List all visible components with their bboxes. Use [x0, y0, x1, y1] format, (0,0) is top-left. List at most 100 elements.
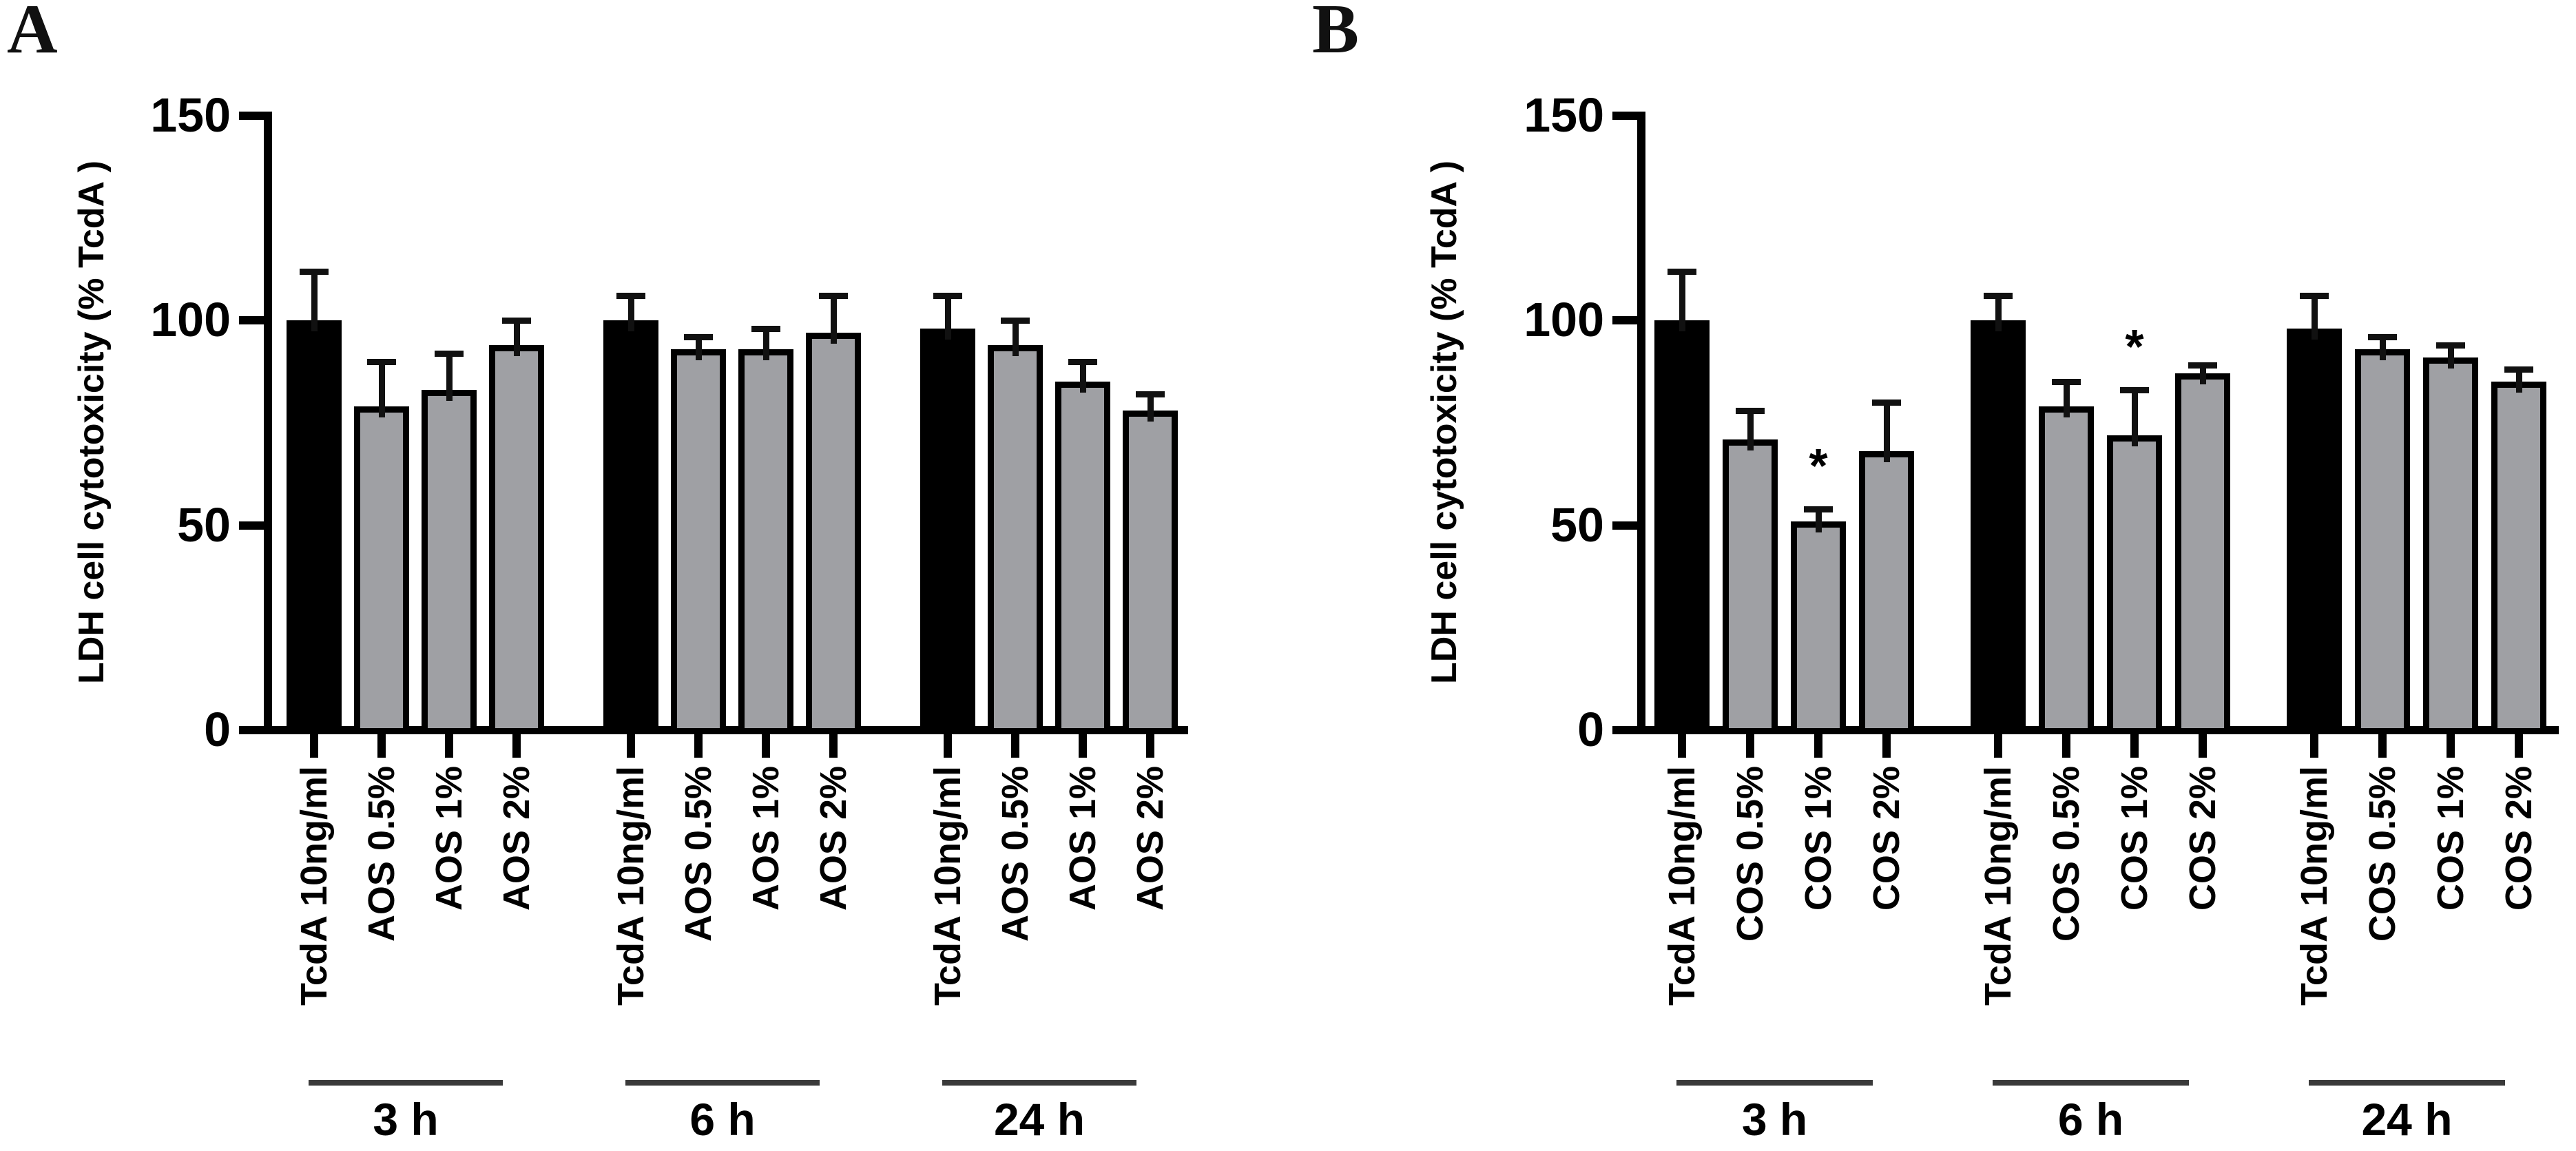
error-bar-cap — [2120, 387, 2149, 394]
y-tick-label: 100 — [150, 293, 231, 346]
error-bar-stem — [1679, 271, 1685, 331]
bar — [1123, 410, 1178, 734]
bar — [1859, 451, 1914, 734]
error-bar-cap — [1872, 400, 1901, 406]
y-tick-mark — [1612, 316, 1637, 324]
x-tick-label: TcdA 10ng/ml — [927, 766, 968, 1006]
y-tick-mark — [239, 316, 264, 324]
x-tick-mark — [2130, 734, 2139, 758]
error-bar-stem — [2200, 365, 2206, 385]
bar — [2287, 328, 2342, 734]
x-tick-mark — [512, 734, 521, 758]
error-bar-cap — [2436, 342, 2465, 349]
y-tick-mark — [1612, 521, 1637, 530]
error-bar-cap — [1001, 318, 1030, 324]
error-bar-cap — [751, 325, 780, 332]
y-tick-label: 0 — [204, 703, 231, 756]
error-bar-cap — [684, 333, 713, 340]
x-tick-mark — [1146, 734, 1154, 758]
error-bar-stem — [379, 361, 385, 417]
time-group-line — [309, 1080, 503, 1086]
x-tick-label: AOS 2% — [496, 766, 537, 911]
error-bar-stem — [1080, 361, 1086, 393]
y-tick-mark — [1612, 111, 1637, 120]
x-tick-mark — [694, 734, 703, 758]
y-tick-label: 50 — [177, 497, 231, 552]
y-axis-line — [1637, 111, 1645, 734]
y-tick-mark — [1612, 726, 1637, 734]
error-bar-cap — [1984, 293, 2013, 300]
y-tick-label: 50 — [1550, 497, 1604, 552]
significance-star: * — [2125, 320, 2144, 374]
error-bar-stem — [514, 320, 520, 356]
x-tick-label: TcdA 10ng/ml — [2294, 766, 2335, 1006]
bar — [671, 349, 726, 734]
bar — [1723, 439, 1778, 734]
bar — [2107, 435, 2162, 734]
panel-a-letter: A — [7, 0, 58, 68]
significance-star: * — [1809, 438, 1828, 492]
bar — [806, 332, 861, 734]
bar — [2039, 406, 2094, 734]
x-tick-mark — [2378, 734, 2387, 758]
x-tick-label: AOS 2% — [1130, 766, 1171, 911]
bar — [1971, 320, 2026, 734]
x-tick-mark — [1746, 734, 1754, 758]
y-tick-label: 150 — [1524, 87, 1604, 142]
y-tick-mark — [239, 111, 264, 120]
x-tick-label: TcdA 10ng/ml — [1977, 766, 2019, 1006]
error-bar-cap — [435, 350, 464, 357]
x-tick-label: COS 2% — [2498, 766, 2539, 911]
error-bar-cap — [933, 293, 962, 300]
time-group-line — [2309, 1080, 2505, 1086]
x-tick-mark — [1678, 734, 1686, 758]
bar — [1791, 521, 1846, 734]
time-group-label: 24 h — [2361, 1094, 2453, 1145]
x-tick-mark — [1011, 734, 1019, 758]
bar — [354, 406, 409, 734]
bar — [2355, 349, 2410, 734]
panel-b-y-axis-title: LDH cell cytotoxicity (% TcdA ) — [1424, 160, 1464, 684]
time-group-label: 3 h — [373, 1094, 439, 1145]
x-tick-mark — [1079, 734, 1087, 758]
panel-a-y-axis-title: LDH cell cytotoxicity (% TcdA ) — [72, 160, 112, 684]
error-bar-cap — [2300, 293, 2329, 300]
y-tick-mark — [239, 521, 264, 530]
x-tick-label: TcdA 10ng/ml — [1661, 766, 1703, 1006]
bar — [2423, 357, 2478, 734]
x-tick-label: AOS 1% — [428, 766, 470, 911]
x-tick-label: COS 2% — [2182, 766, 2223, 911]
error-bar-stem — [696, 336, 702, 360]
error-bar-stem — [1012, 320, 1019, 356]
error-bar-cap — [300, 268, 329, 275]
x-tick-label: TcdA 10ng/ml — [610, 766, 652, 1006]
error-bar-stem — [945, 295, 951, 340]
error-bar-stem — [1147, 394, 1154, 422]
error-bar-stem — [311, 271, 318, 331]
error-bar-cap — [616, 293, 645, 300]
x-tick-mark — [2062, 734, 2070, 758]
error-bar-stem — [446, 353, 453, 402]
error-bar-stem — [2132, 390, 2138, 446]
time-group-line — [942, 1080, 1136, 1086]
x-tick-label: AOS 2% — [813, 766, 854, 911]
time-group-line — [1676, 1080, 1873, 1086]
bar — [489, 344, 544, 734]
time-group-label: 3 h — [1741, 1094, 1808, 1145]
error-bar-cap — [2052, 379, 2081, 386]
x-tick-label: COS 1% — [2430, 766, 2471, 911]
x-tick-mark — [944, 734, 952, 758]
panel-b-letter: B — [1312, 0, 1360, 68]
x-tick-mark — [2310, 734, 2318, 758]
y-tick-label: 100 — [1524, 293, 1604, 346]
x-tick-mark — [1814, 734, 1822, 758]
y-tick-mark — [239, 726, 264, 734]
error-bar-stem — [831, 295, 837, 344]
error-bar-stem — [1995, 295, 2002, 331]
y-axis-line — [264, 111, 272, 734]
error-bar-cap — [2504, 366, 2533, 373]
bar — [988, 344, 1043, 734]
time-group-label: 6 h — [689, 1094, 756, 1145]
bar — [2175, 373, 2230, 734]
x-tick-label: COS 0.5% — [2362, 766, 2403, 942]
